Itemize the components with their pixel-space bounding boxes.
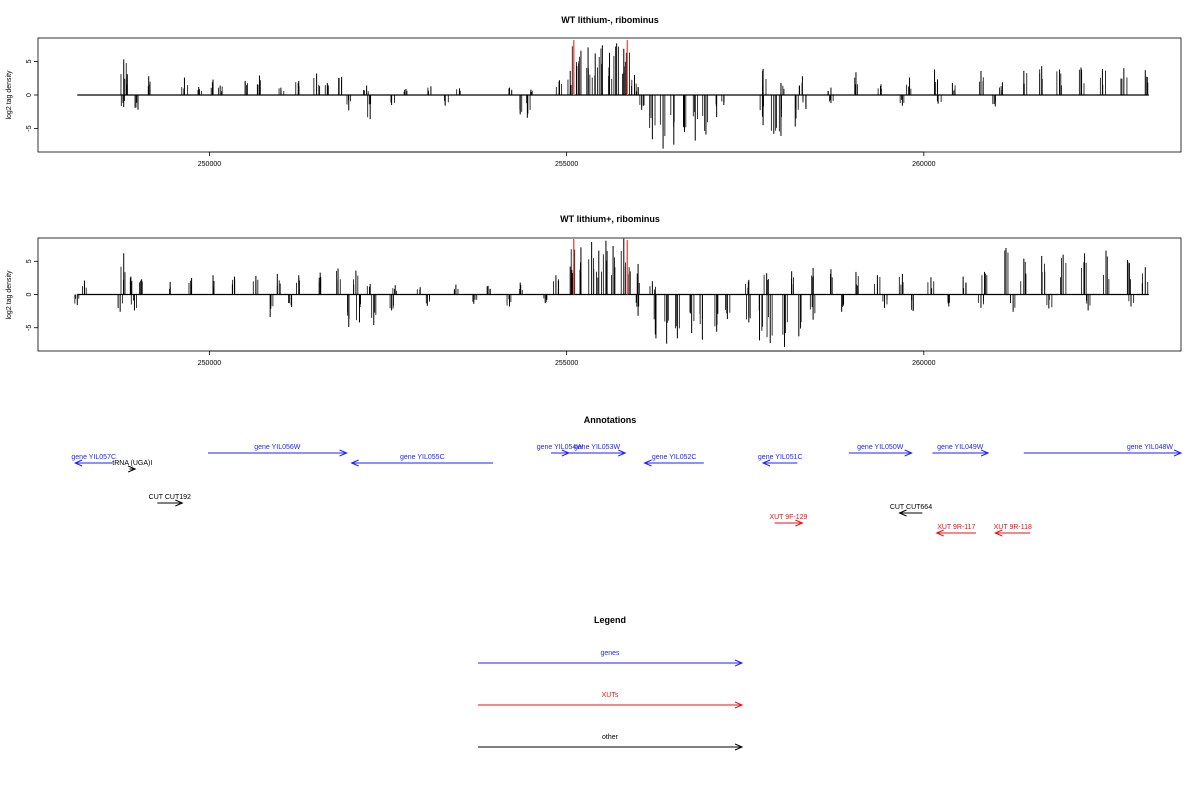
feature-label: CUT CUT192	[149, 494, 191, 501]
track-plot-lithium-plus: WT lithium+, ribominus log2 tag density …	[6, 214, 1182, 367]
annotation-feature: XUT 9R-118	[993, 524, 1032, 537]
legend-entries: genes XUTs other	[478, 650, 744, 751]
feature-label: gene YIL050W	[857, 444, 904, 451]
y-tick-label: 5	[26, 259, 33, 263]
annotation-feature: gene YIL056W	[208, 444, 348, 457]
arrow-head	[734, 701, 744, 709]
arrow-head	[734, 659, 744, 667]
legend-label: other	[602, 734, 619, 741]
feature-label: gene YIL051C	[758, 454, 803, 461]
annotations-title: Annotations	[584, 415, 637, 425]
signal-bars	[74, 238, 1149, 348]
y-tick-label: -5	[26, 325, 33, 331]
arrow-head	[350, 459, 359, 467]
y-axis-title: log2 tag density	[6, 270, 13, 320]
y-tick-label: 0	[26, 93, 33, 97]
track-title: WT lithium+, ribominus	[560, 214, 660, 224]
arrow-head	[643, 459, 652, 467]
annotation-feature: tRNA (UGA)I	[112, 460, 152, 473]
feature-label: gene YIL049W	[937, 444, 984, 451]
x-tick-label: 260000	[912, 360, 935, 367]
annotation-feature: XUT 9R-117	[935, 524, 976, 537]
x-tick-label: 250000	[198, 161, 221, 168]
arrow-head	[898, 509, 907, 517]
feature-label: XUT 9F-129	[769, 514, 807, 521]
feature-label: XUT 9R-117	[937, 524, 975, 531]
legend-label: XUTs	[602, 692, 619, 699]
y-tick-label: 0	[26, 292, 33, 296]
annotation-feature: gene YIL051C	[758, 454, 803, 467]
annotation-feature: gene YIL050W	[848, 444, 913, 457]
legend-label: genes	[600, 650, 620, 657]
y-tick-label: 5	[26, 59, 33, 63]
arrow-head	[618, 449, 627, 457]
x-tick-label: 255000	[555, 360, 578, 367]
arrow-head	[127, 465, 137, 473]
feature-label: gene YIL055C	[400, 454, 445, 461]
arrow-head	[734, 743, 744, 751]
annotation-feature: gene YIL049W	[932, 444, 990, 457]
annotation-feature: gene YIL057C	[71, 454, 116, 467]
legend-entry: XUTs	[478, 692, 744, 709]
feature-label: gene YIL052C	[652, 454, 697, 461]
feature-label: CUT CUT664	[890, 504, 932, 511]
arrow-head	[795, 519, 804, 527]
x-tick-label: 255000	[555, 161, 578, 168]
feature-label: gene YIL056W	[254, 444, 301, 451]
arrow-head	[1173, 449, 1183, 457]
annotation-feature: gene YIL055C	[350, 454, 494, 467]
feature-label: gene YIL048W	[1127, 444, 1174, 451]
arrow-head	[73, 459, 83, 467]
arrow-head	[761, 459, 771, 467]
feature-label: tRNA (UGA)I	[112, 460, 152, 467]
arrow-head	[980, 449, 990, 457]
arrow-head	[339, 449, 348, 457]
y-tick-label: -5	[26, 125, 33, 131]
arrow-head	[904, 449, 913, 457]
annotation-feature: gene YIL048W	[1023, 444, 1183, 457]
axes: 5 0 -5 250000 255000 260000	[26, 59, 936, 168]
annotation-feature: gene YIL053W	[568, 444, 627, 457]
annotation-feature: gene YIL052C	[643, 454, 704, 467]
axes: 5 0 -5 250000 255000 260000	[26, 259, 936, 367]
legend-entry: genes	[478, 650, 744, 667]
legend: Legend genes XUTs other	[478, 615, 744, 751]
legend-entry: other	[478, 734, 744, 751]
arrow-head	[935, 529, 944, 537]
signal-bars	[77, 40, 1149, 149]
annotation-feature: CUT CUT192	[149, 494, 191, 507]
feature-label: gene YIL057C	[71, 454, 116, 461]
track-title: WT lithium-, ribominus	[561, 15, 659, 25]
feature-label: XUT 9R-118	[994, 524, 1032, 531]
x-tick-label: 250000	[198, 360, 221, 367]
arrow-head	[993, 529, 1003, 537]
track-plot-lithium-minus: WT lithium-, ribominus log2 tag density …	[6, 15, 1182, 168]
x-tick-label: 260000	[912, 161, 935, 168]
feature-label: gene YIL053W	[574, 444, 621, 451]
annotation-feature: CUT CUT664	[890, 504, 932, 517]
legend-title: Legend	[594, 615, 626, 625]
y-axis-title: log2 tag density	[6, 70, 13, 120]
feature-label: gene YIL054W	[537, 444, 584, 451]
arrow-head	[175, 499, 184, 507]
annotation-feature: XUT 9F-129	[769, 514, 808, 527]
